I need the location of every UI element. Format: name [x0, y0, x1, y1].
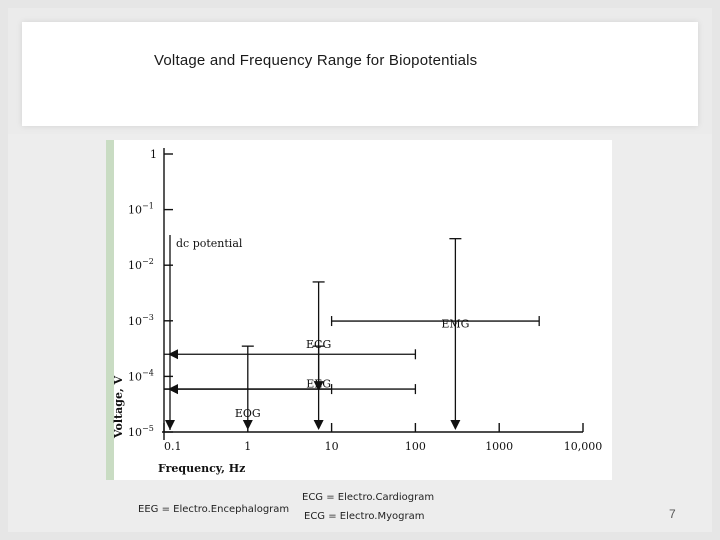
- title-box: [22, 22, 698, 126]
- eeg-freq-arrow: [168, 384, 178, 395]
- dc-potential-arrow: [165, 420, 175, 430]
- y-tick-label: 10−5: [128, 424, 154, 439]
- y-tick-label: 10−2: [128, 257, 154, 272]
- ecg-volt-arrow: [313, 381, 324, 392]
- emg-volt-arrow: [450, 420, 461, 430]
- x-axis-title: Frequency, Hz: [158, 462, 245, 475]
- y-tick-label: 10−4: [128, 368, 154, 383]
- x-tick-label: 10,000: [564, 440, 603, 453]
- eeg-volt-arrow: [313, 420, 324, 430]
- range-label-ecg: ECG: [306, 338, 331, 351]
- ecg-freq-arrow: [168, 349, 178, 360]
- y-axis-title: Voltage, V: [112, 375, 125, 439]
- slide-title: Voltage and Frequency Range for Biopoten…: [154, 52, 478, 69]
- caption-ecg: ECG = Electro.Cardiogram: [302, 492, 435, 503]
- x-tick-label: 0.1: [164, 440, 182, 453]
- chart-figure: 1 10−1 10−2 10−3 10−4 10−5 0.1 1 10 100 1000 10,000…: [106, 140, 612, 480]
- x-tick-label: 1000: [485, 440, 513, 453]
- caption-eeg: EEG = Electro.Encephalogram: [138, 504, 290, 515]
- figure-scan-edge: [106, 140, 114, 480]
- y-tick-label: 10−1: [128, 202, 154, 217]
- eog-volt-arrow: [242, 420, 253, 430]
- x-tick-label: 100: [405, 440, 426, 453]
- y-tick-label: 1: [150, 148, 157, 161]
- range-label-eog: EOG: [235, 407, 261, 420]
- page-number: 7: [669, 507, 676, 521]
- y-tick-label: 10−3: [128, 313, 154, 328]
- range-label-emg: EMG: [441, 317, 469, 330]
- biopotential-range-chart: 1 10−1 10−2 10−3 10−4 10−5 0.1 1 10 100 1000 10,000…: [106, 140, 603, 480]
- x-tick-label: 1: [244, 440, 251, 453]
- caption-emg: ECG = Electro.Myogram: [304, 511, 425, 522]
- range-label-eeg: EEG: [306, 377, 331, 390]
- annotation-dc-potential: dc potential: [176, 237, 243, 250]
- x-tick-label: 10: [325, 440, 339, 453]
